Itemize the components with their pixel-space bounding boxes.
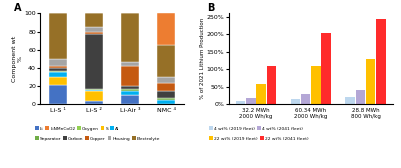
Bar [121, 91, 139, 95]
Y-axis label: Component wt
%: Component wt % [12, 36, 23, 82]
Bar [121, 13, 139, 61]
Bar [246, 98, 255, 104]
Bar [157, 100, 175, 104]
Bar [345, 97, 355, 104]
Bar [157, 45, 175, 77]
Bar [49, 59, 67, 66]
Bar [121, 86, 139, 89]
Bar [236, 101, 245, 104]
Bar [49, 72, 67, 77]
Bar [85, 90, 103, 91]
Bar [121, 95, 139, 104]
Bar [376, 19, 386, 104]
Legend: Separator, Carbon, Copper, Housing, Electrolyte: Separator, Carbon, Copper, Housing, Elec… [35, 136, 160, 141]
Bar [291, 99, 300, 104]
Bar [157, 91, 175, 98]
Bar [49, 71, 67, 72]
Bar [157, 77, 175, 83]
Bar [49, 66, 67, 68]
Bar [85, 32, 103, 34]
Bar [157, 13, 175, 45]
Bar [49, 77, 67, 85]
Y-axis label: % of 2021 Lithium Production: % of 2021 Lithium Production [200, 18, 205, 99]
Bar [121, 89, 139, 91]
Bar [49, 13, 67, 59]
Bar [157, 83, 175, 91]
Bar [301, 94, 310, 104]
Bar [121, 66, 139, 86]
Bar [85, 91, 103, 101]
Bar [311, 67, 321, 104]
Bar [322, 33, 331, 104]
Bar [85, 89, 103, 90]
Bar [121, 61, 139, 66]
Bar [85, 101, 103, 104]
Bar [256, 84, 266, 104]
Bar [85, 27, 103, 32]
Bar [85, 34, 103, 89]
Bar [366, 59, 375, 104]
Text: A: A [14, 3, 22, 13]
Text: B: B [207, 3, 215, 13]
Legend: 22 wt% (2019 fleet), 22 wt% (2041 fleet): 22 wt% (2019 fleet), 22 wt% (2041 fleet) [209, 136, 309, 141]
Bar [157, 98, 175, 100]
Bar [267, 67, 276, 104]
Bar [49, 68, 67, 71]
Bar [356, 90, 365, 104]
Bar [85, 13, 103, 27]
Bar [49, 85, 67, 104]
